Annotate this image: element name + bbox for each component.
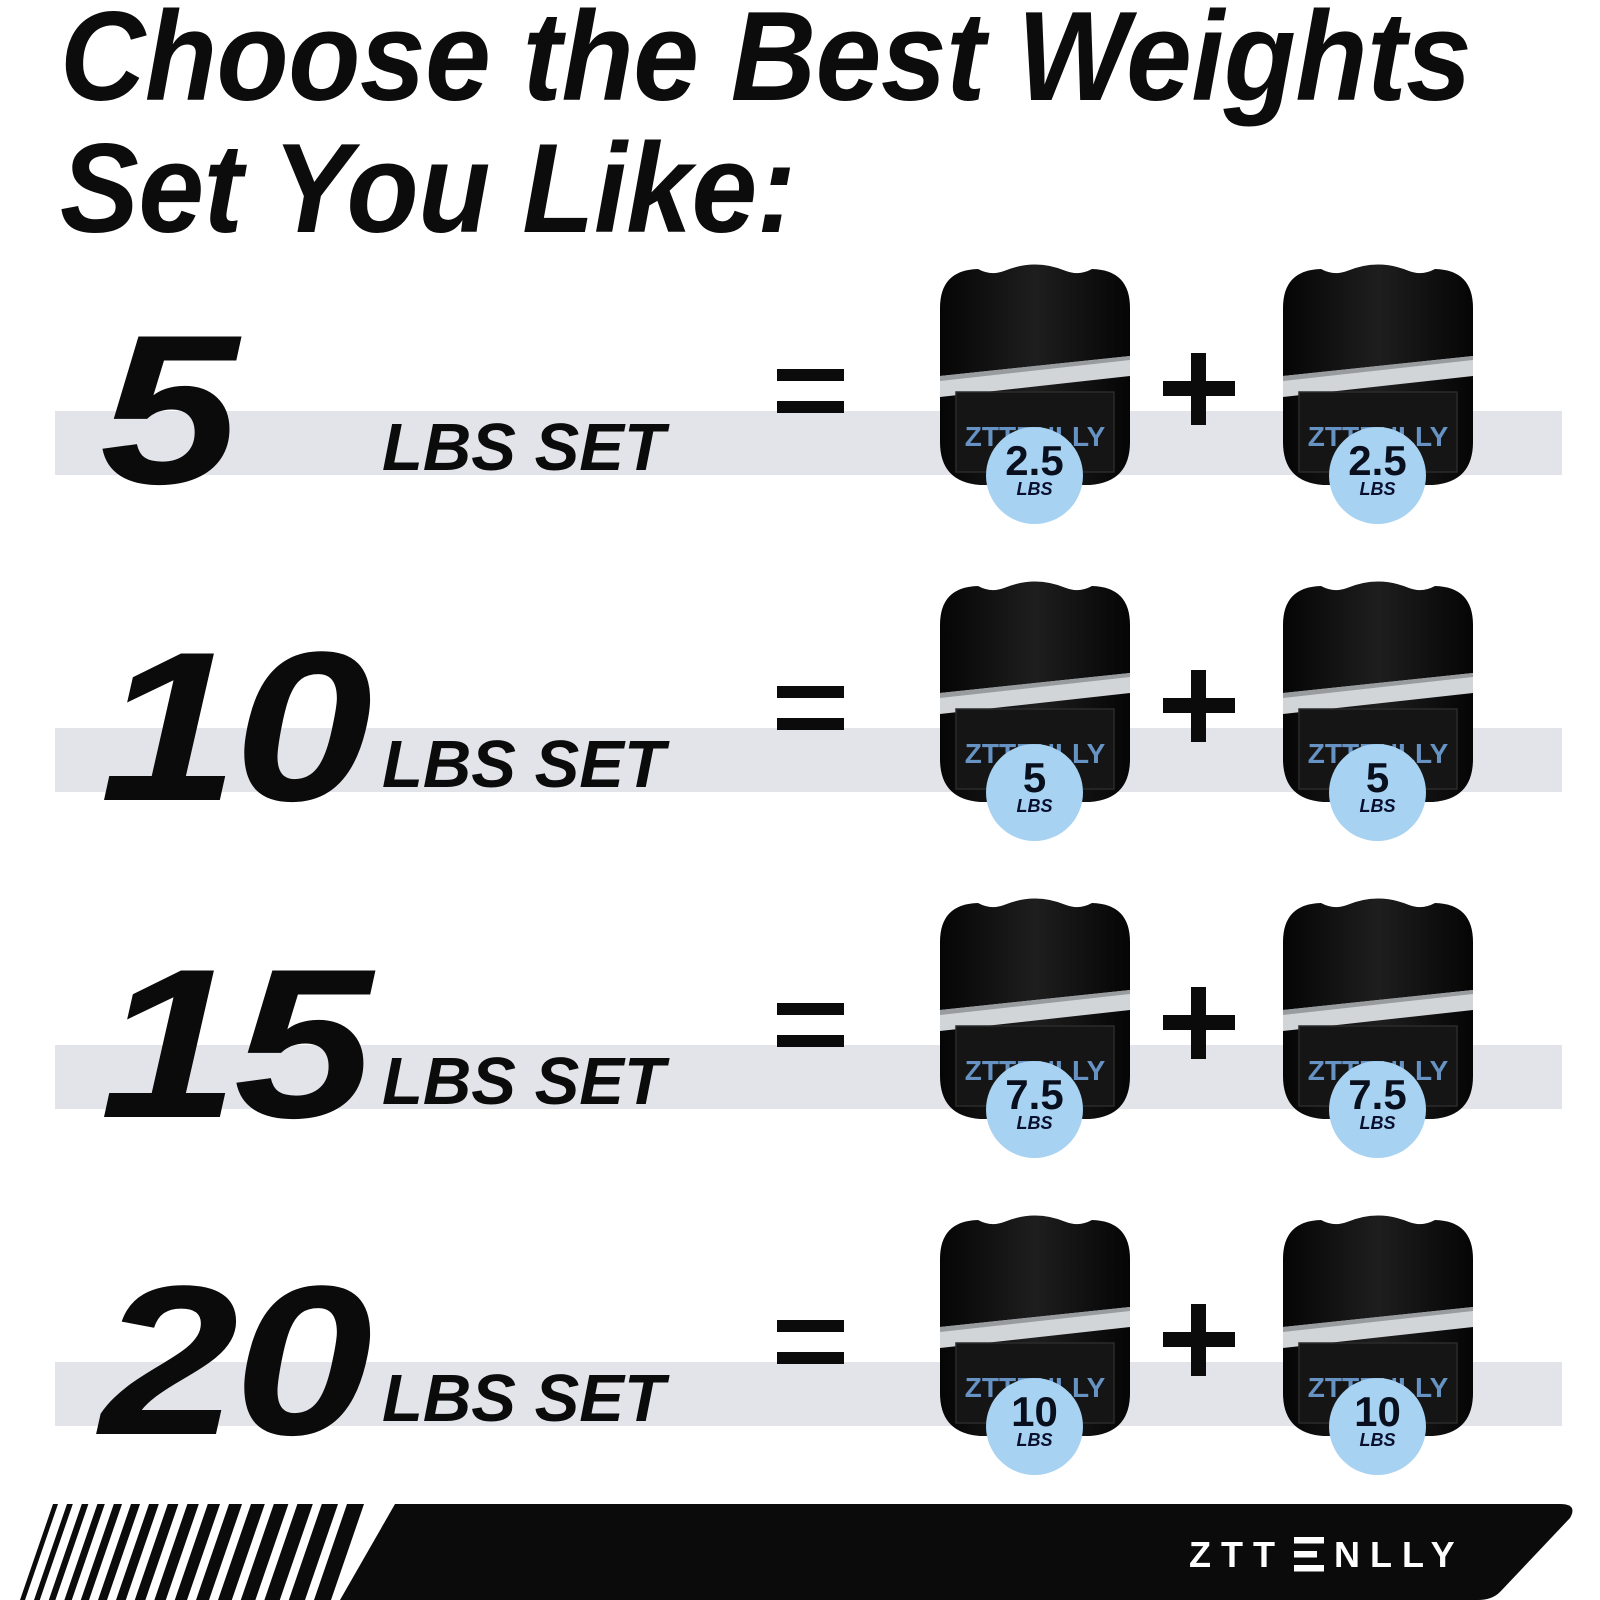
svg-text:ZTT: ZTT: [1189, 1534, 1285, 1575]
svg-text:NLLY: NLLY: [1334, 1534, 1465, 1575]
